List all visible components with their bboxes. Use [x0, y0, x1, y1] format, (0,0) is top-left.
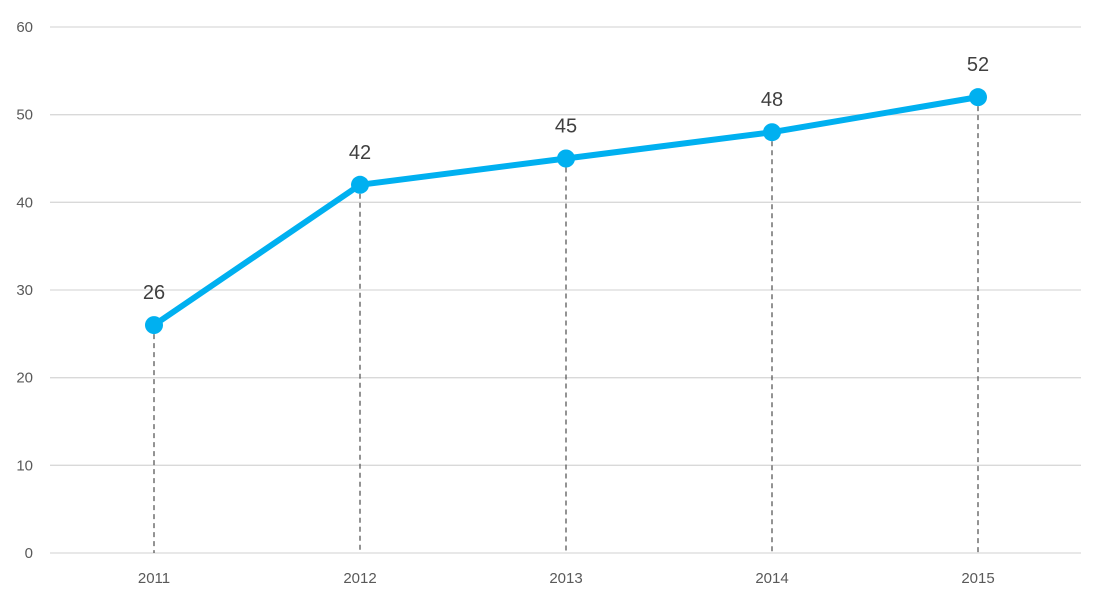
y-tick-label: 30 [16, 282, 33, 299]
data-label-2012: 42 [349, 142, 371, 164]
data-label-2013: 45 [555, 116, 577, 138]
y-tick-label: 40 [16, 194, 33, 211]
data-point-2013 [557, 149, 575, 168]
data-label-2015: 52 [967, 54, 989, 76]
x-axis-ticks: 2011 2012 2013 2014 2015 [138, 570, 995, 587]
data-label-2014: 48 [761, 89, 783, 111]
data-point-2015 [969, 88, 987, 107]
y-tick-label: 0 [25, 545, 33, 562]
x-tick-label: 2012 [343, 570, 376, 587]
y-tick-label: 60 [16, 19, 33, 36]
data-points [145, 88, 987, 335]
y-tick-label: 50 [16, 107, 33, 124]
data-label-2011: 26 [143, 282, 165, 304]
x-tick-label: 2011 [138, 570, 170, 587]
data-point-2012 [351, 175, 369, 194]
x-tick-label: 2013 [549, 570, 582, 587]
y-tick-label: 20 [16, 370, 33, 387]
data-labels: 26 42 45 48 52 [143, 54, 989, 304]
y-axis-ticks: 0 10 20 30 40 50 60 [16, 19, 33, 562]
drop-lines [153, 97, 979, 553]
data-point-2014 [763, 123, 781, 142]
y-tick-label: 10 [16, 457, 33, 474]
x-tick-label: 2014 [755, 570, 788, 587]
data-point-2011 [145, 316, 163, 335]
x-tick-label: 2015 [961, 570, 994, 587]
